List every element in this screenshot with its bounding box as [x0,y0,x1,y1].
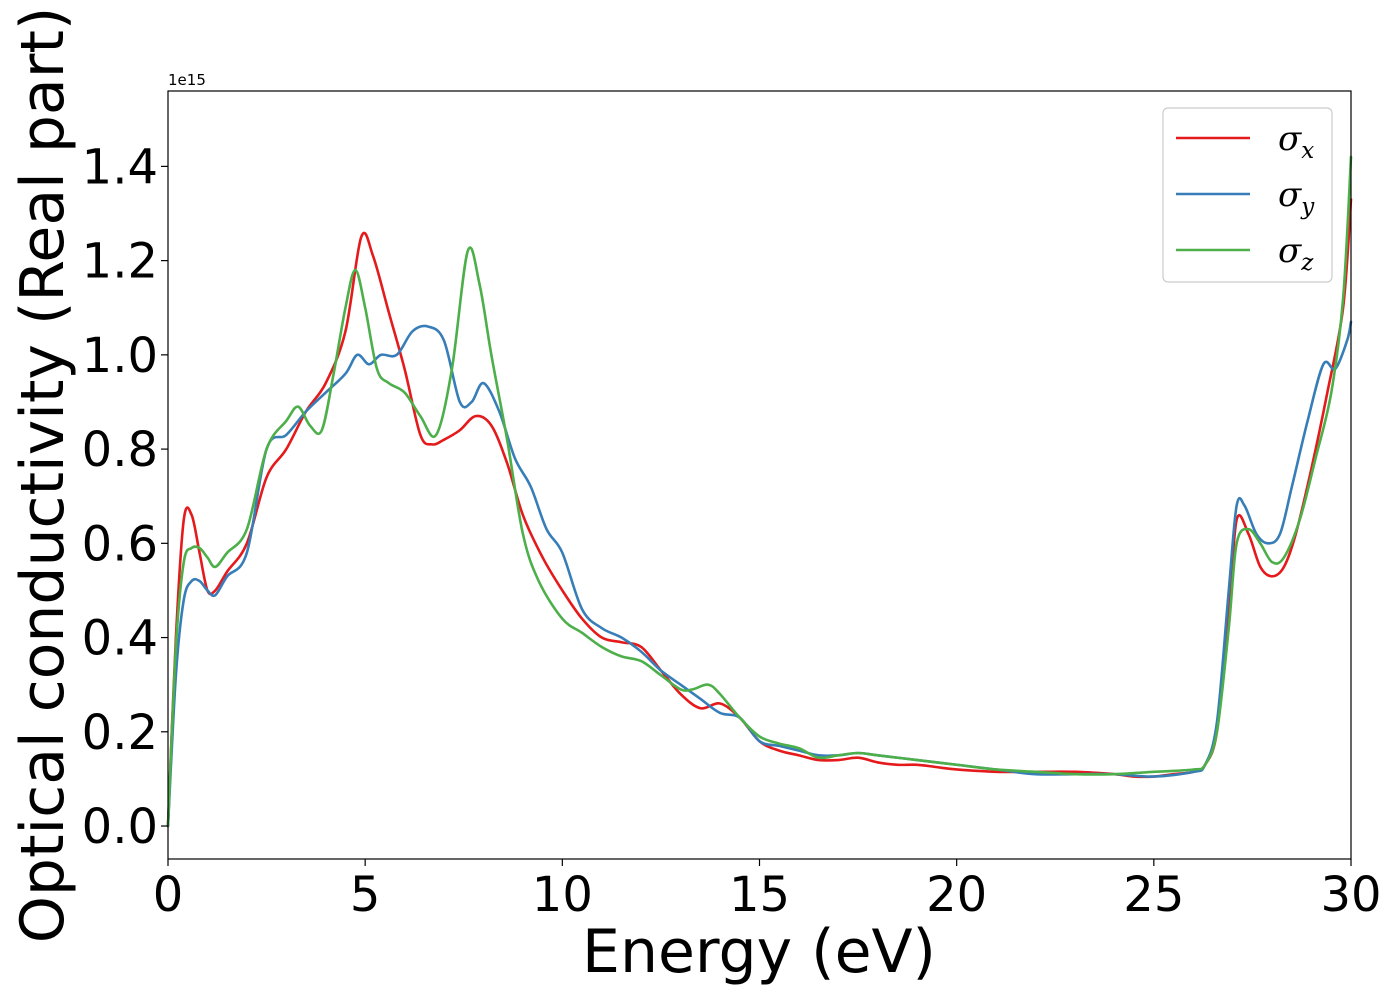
y-tick-label: 0.8 [82,422,158,478]
y-offset-label: 1e15 [168,71,206,89]
series-layer [166,155,1353,828]
y-axis-title: Optical conductivity (Real part) [8,7,78,944]
y-tick-label: 0.2 [82,705,158,761]
y-tick-label: 0.0 [82,799,158,855]
y-tick-label: 1.4 [82,139,158,195]
series-line-z [166,155,1353,828]
x-tick-label: 0 [153,867,184,923]
x-tick-label: 5 [350,867,381,923]
y-tick-label: 0.4 [82,611,158,667]
x-tick-label: 25 [1123,867,1184,923]
series-line-y [166,320,1353,828]
y-tick-label: 1.0 [82,328,158,384]
x-tick-label: 20 [926,867,987,923]
x-tick-label: 15 [729,867,790,923]
x-tick-label: 30 [1320,867,1381,923]
y-tick-label: 1.2 [82,234,158,290]
x-axis: 0 5 10 15 20 25 30 [153,859,1382,923]
y-tick-label: 0.6 [82,516,158,572]
x-axis-title: Energy (eV) [582,917,936,987]
y-axis: 0.0 0.2 0.4 0.6 0.8 1.0 1.2 1.4 [82,139,168,855]
x-tick-label: 10 [532,867,593,923]
